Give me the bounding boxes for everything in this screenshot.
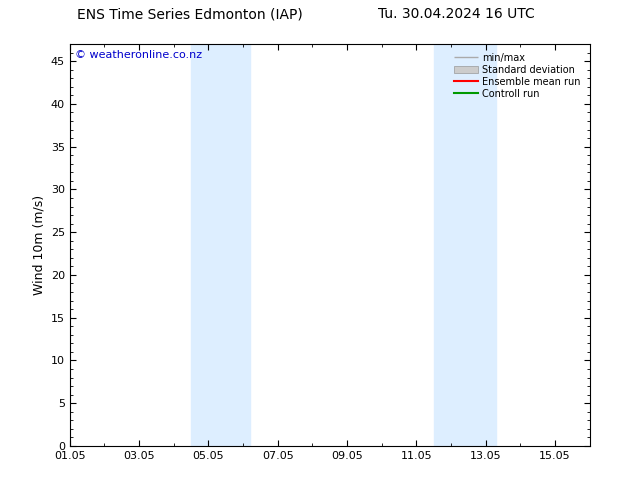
Bar xyxy=(434,44,496,446)
Bar xyxy=(191,44,250,446)
Text: ENS Time Series Edmonton (IAP): ENS Time Series Edmonton (IAP) xyxy=(77,7,303,22)
Legend: min/max, Standard deviation, Ensemble mean run, Controll run: min/max, Standard deviation, Ensemble me… xyxy=(450,49,585,102)
Text: Tu. 30.04.2024 16 UTC: Tu. 30.04.2024 16 UTC xyxy=(378,7,535,22)
Y-axis label: Wind 10m (m/s): Wind 10m (m/s) xyxy=(32,195,45,295)
Text: © weatheronline.co.nz: © weatheronline.co.nz xyxy=(75,50,202,60)
